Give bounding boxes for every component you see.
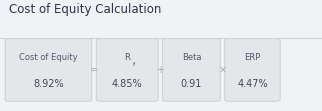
- Text: f: f: [133, 61, 135, 66]
- Text: 0.91: 0.91: [181, 79, 202, 89]
- Text: ×: ×: [218, 65, 227, 75]
- Text: Cost of Equity Calculation: Cost of Equity Calculation: [9, 3, 161, 16]
- Text: ERP: ERP: [244, 53, 260, 62]
- Text: 4.47%: 4.47%: [237, 79, 268, 89]
- FancyBboxPatch shape: [225, 39, 280, 101]
- Text: +: +: [156, 65, 164, 75]
- FancyBboxPatch shape: [163, 39, 220, 101]
- Text: 4.85%: 4.85%: [112, 79, 143, 89]
- Text: 8.92%: 8.92%: [33, 79, 64, 89]
- Text: Beta: Beta: [182, 53, 201, 62]
- FancyBboxPatch shape: [5, 39, 92, 101]
- Text: R: R: [124, 53, 130, 62]
- FancyBboxPatch shape: [96, 39, 158, 101]
- Text: =: =: [90, 65, 98, 75]
- Text: Cost of Equity: Cost of Equity: [19, 53, 78, 62]
